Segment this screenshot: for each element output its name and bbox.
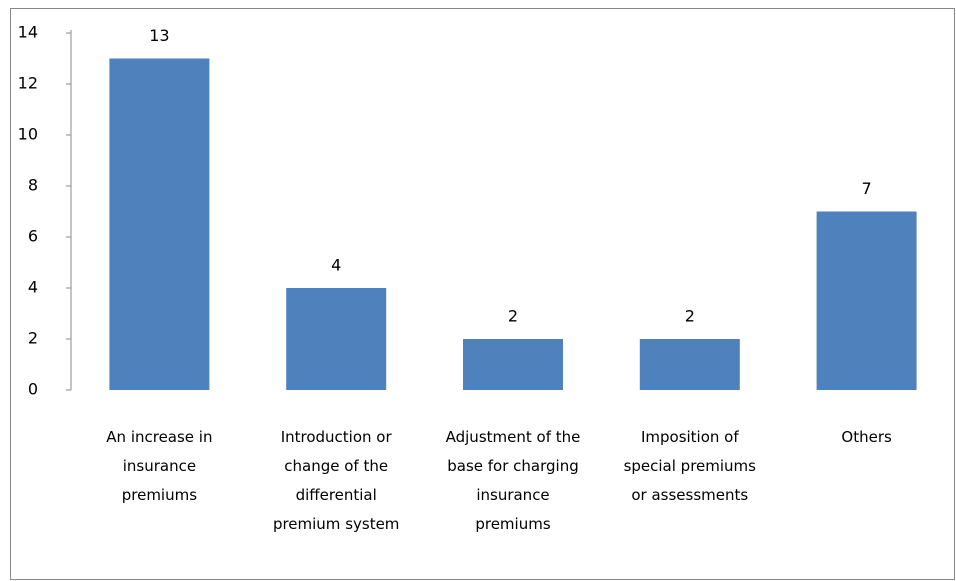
x-tick-label: Others [841,428,892,446]
data-label: 13 [149,26,169,45]
data-label: 7 [862,179,872,198]
data-label: 2 [508,307,518,326]
data-label: 2 [685,307,695,326]
x-tick-label: Imposition of special premiums or assess… [623,428,756,504]
y-tick-label: 8 [28,176,38,195]
data-label: 4 [331,256,341,275]
y-tick-label: 6 [28,227,38,246]
y-tick-label: 12 [18,74,38,93]
x-tick-label: Adjustment of the base for charging insu… [445,428,581,533]
bar [109,58,210,390]
y-tick-label: 2 [28,329,38,348]
y-tick-label: 14 [18,23,38,42]
x-tick-label: An increase in insurance premiums [106,428,213,504]
y-tick-label: 0 [28,380,38,399]
bar [286,288,387,390]
bar [463,339,563,390]
bar [816,211,917,390]
bar [639,339,740,390]
x-tick-label: Introduction or change of the differenti… [272,428,400,533]
y-tick-label: 10 [18,125,38,144]
y-tick-label: 4 [28,278,38,297]
